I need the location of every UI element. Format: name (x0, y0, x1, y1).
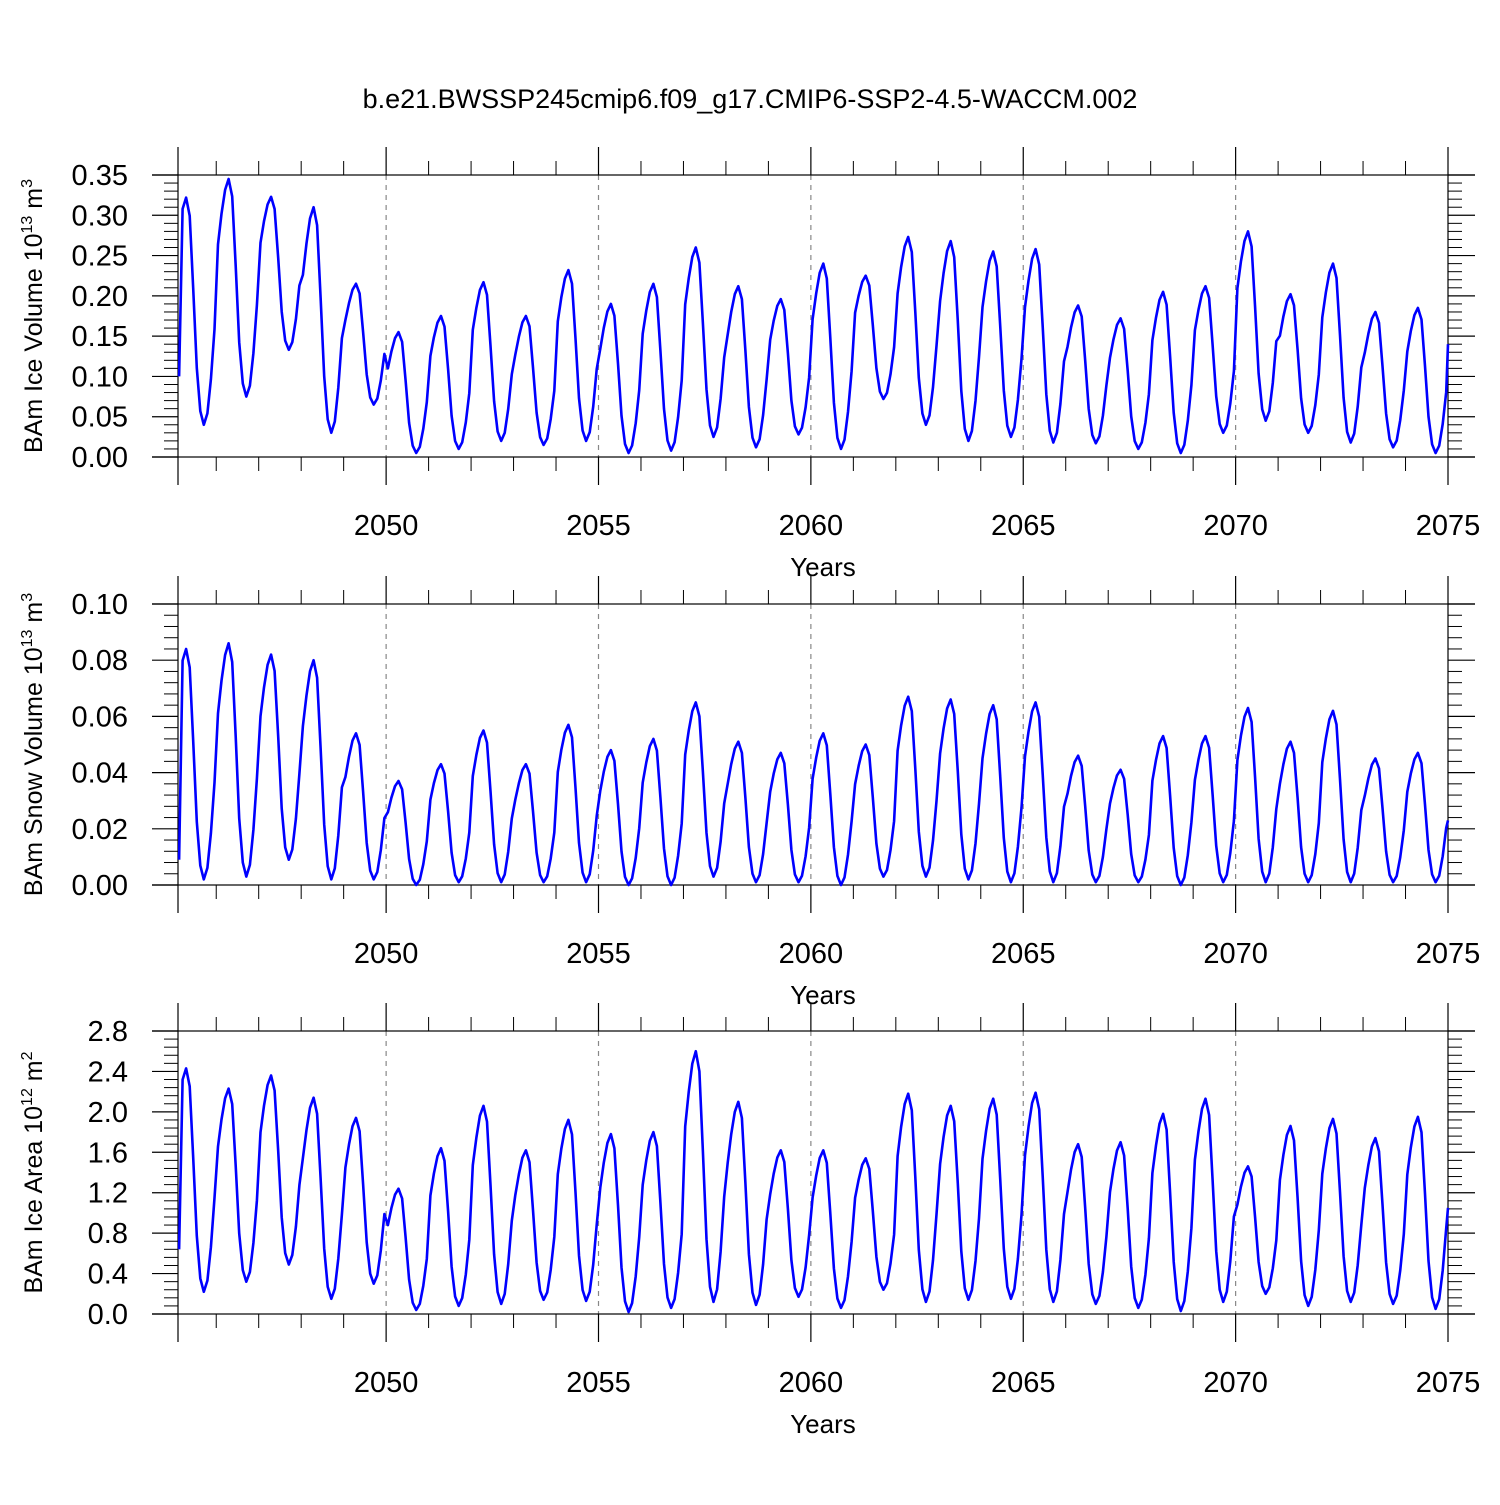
y-label-unit: m (20, 1060, 48, 1088)
chart-panel-ice-area: 0.0 0.4 0.8 1.2 1.6 2.0 2.4 2.8 2050 2055 2060 2065… (19, 1003, 1480, 1439)
y-tick-label: 1.6 (88, 1137, 128, 1169)
y-tick-label: 0.25 (72, 241, 128, 273)
y-tick-label: 0.4 (88, 1259, 128, 1291)
y-tick-label: 0.00 (72, 442, 128, 474)
x-tick-label: 2070 (1203, 938, 1268, 970)
plot-frame (177, 603, 1449, 886)
x-tick-label: 2065 (991, 938, 1056, 970)
y-tick-label: 0.35 (72, 160, 128, 192)
y-tick-label: 1.2 (88, 1178, 128, 1210)
y-axis-label: BAm Ice Area 1012 m2 (19, 1051, 48, 1293)
x-tick-label: 2070 (1203, 1367, 1268, 1399)
y-tick-label: 0.10 (72, 361, 128, 393)
x-tick-label: 2050 (354, 510, 419, 542)
y-tick-label: 2.8 (88, 1016, 128, 1048)
figure-title: b.e21.BWSSP245cmip6.f09_g17.CMIP6-SSP2-4… (362, 84, 1138, 114)
chart-panel-snow-volume: 0.00 0.02 0.04 0.06 0.08 0.10 2050 2055 2060 2065… (19, 576, 1480, 1010)
plot-frame (177, 1030, 1449, 1315)
y-axis-label: BAm Snow Volume 1013 m3 (19, 593, 48, 896)
x-axis-label: Years (790, 552, 856, 582)
y-tick-label: 0.15 (72, 321, 128, 353)
y-label-exponent: 13 (19, 629, 36, 647)
x-tick-label: 2075 (1416, 938, 1481, 970)
y-tick-label: 0.8 (88, 1218, 128, 1250)
y-label-main: BAm Ice Volume 10 (20, 233, 48, 453)
y-tick-label: 0.08 (72, 645, 128, 677)
y-tick-label: 2.4 (88, 1056, 128, 1088)
y-tick-label: 0.06 (72, 701, 128, 733)
y-tick-label: 0.30 (72, 200, 128, 232)
y-label-unit-exponent: 3 (19, 179, 36, 188)
x-tick-label: 2060 (779, 1367, 844, 1399)
x-tick-label: 2055 (566, 938, 631, 970)
series-line-snow-volume (177, 642, 1450, 887)
chart-panel-ice-volume: 0.00 0.05 0.10 0.15 0.20 0.25 0.30 0.35 2050 2055… (19, 147, 1480, 582)
series-line-ice-volume (177, 177, 1450, 455)
y-tick-label: 0.0 (88, 1299, 128, 1331)
y-tick-label: 0.20 (72, 281, 128, 313)
y-label-exponent: 13 (19, 216, 36, 234)
x-tick-label: 2065 (991, 510, 1056, 542)
x-tick-label: 2060 (779, 938, 844, 970)
y-tick-label: 0.02 (72, 814, 128, 846)
y-label-exponent: 12 (19, 1088, 36, 1106)
y-label-unit-exponent: 2 (19, 1051, 36, 1060)
y-axis-label: BAm Ice Volume 1013 m3 (19, 179, 48, 453)
y-label-unit-exponent: 3 (19, 593, 36, 602)
x-tick-label: 2065 (991, 1367, 1056, 1399)
x-tick-label: 2050 (354, 1367, 419, 1399)
x-tick-label: 2075 (1416, 510, 1481, 542)
y-label-main: BAm Ice Area 10 (20, 1106, 48, 1294)
y-label-main: BAm Snow Volume 10 (20, 647, 48, 896)
y-tick-label: 0.10 (72, 589, 128, 621)
x-axis-label: Years (790, 980, 856, 1010)
y-tick-label: 0.05 (72, 402, 128, 434)
y-tick-label: 2.0 (88, 1097, 128, 1129)
plot-frame (177, 174, 1449, 458)
y-label-unit: m (20, 188, 48, 216)
y-label-unit: m (20, 602, 48, 630)
x-tick-label: 2060 (779, 510, 844, 542)
x-tick-label: 2055 (566, 510, 631, 542)
x-tick-label: 2070 (1203, 510, 1268, 542)
x-tick-label: 2075 (1416, 1367, 1481, 1399)
x-axis-label: Years (790, 1409, 856, 1439)
x-tick-label: 2055 (566, 1367, 631, 1399)
y-tick-label: 0.00 (72, 870, 128, 902)
x-tick-label: 2050 (354, 938, 419, 970)
series-line-ice-area (177, 1049, 1450, 1314)
y-tick-label: 0.04 (72, 758, 128, 790)
